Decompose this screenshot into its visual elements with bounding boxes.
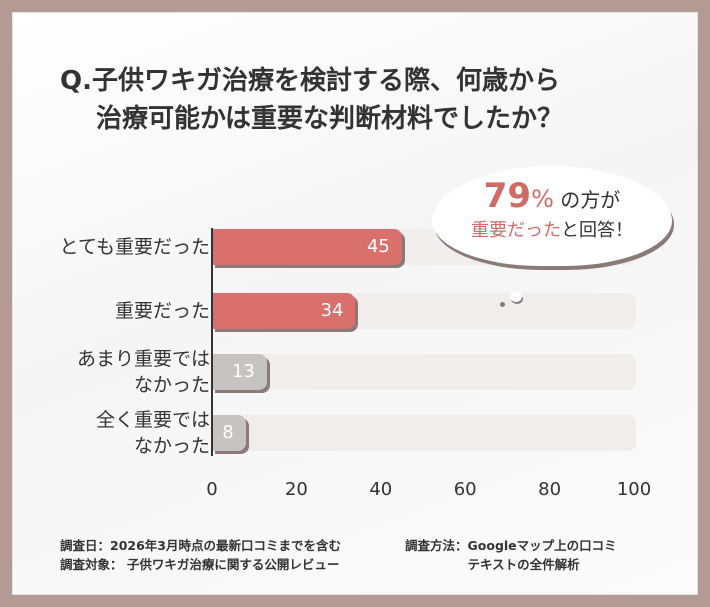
bar: 8	[212, 415, 246, 451]
bar: 13	[212, 354, 267, 390]
bar-track	[212, 354, 636, 390]
x-tick-label: 0	[206, 479, 218, 500]
bubble-dot	[500, 302, 505, 307]
chart-title: Q.子供ワキガ治療を検討する際、何歳から 治療可能かは重要な判断材料でしたか？	[60, 62, 563, 138]
footer-left: 調査日：2026年3月時点の最新口コミまでを含む 調査対象： 子供ワキガ治療に関…	[60, 536, 341, 574]
callout-percent: 79	[483, 176, 532, 216]
y-axis-line	[211, 228, 213, 456]
survey-date: 調査日：2026年3月時点の最新口コミまでを含む	[60, 538, 341, 553]
x-tick-label: 80	[538, 479, 562, 500]
category-label: あまり重要では なかった	[76, 348, 210, 396]
title-line: Q.子供ワキガ治療を検討する際、何歳から	[60, 66, 560, 96]
survey-method: Googleマップ上の口コミ	[467, 538, 617, 553]
footer-right: 調査方法： Googleマップ上の口コミ テキストの全件解析	[405, 536, 617, 574]
x-tick-label: 20	[284, 479, 308, 500]
category-label: 重要だった	[114, 300, 210, 322]
bar-track	[212, 415, 636, 451]
bar: 34	[212, 293, 356, 329]
x-tick-label: 40	[369, 479, 393, 500]
callout-text: の方が	[560, 188, 621, 212]
bar: 45	[212, 229, 402, 265]
callout-percent-sign: %	[531, 185, 554, 213]
callout-bubble: 79% の方が 重要だったと回答！	[432, 166, 672, 266]
bubble-dot	[510, 292, 522, 302]
category-label: 全く重要では なかった	[95, 409, 210, 457]
title-line: 治療可能かは重要な判断材料でしたか？	[96, 104, 563, 134]
survey-target: 調査対象： 子供ワキガ治療に関する公開レビュー	[60, 557, 340, 572]
x-tick-label: 60	[453, 479, 477, 500]
category-label: とても重要だった	[59, 236, 210, 258]
x-tick-label: 100	[616, 479, 652, 500]
survey-method: テキストの全件解析	[467, 557, 580, 572]
callout-accent: 重要だった	[471, 220, 561, 241]
callout-text: と回答！	[561, 220, 633, 241]
survey-method-label: 調査方法：	[405, 538, 468, 553]
